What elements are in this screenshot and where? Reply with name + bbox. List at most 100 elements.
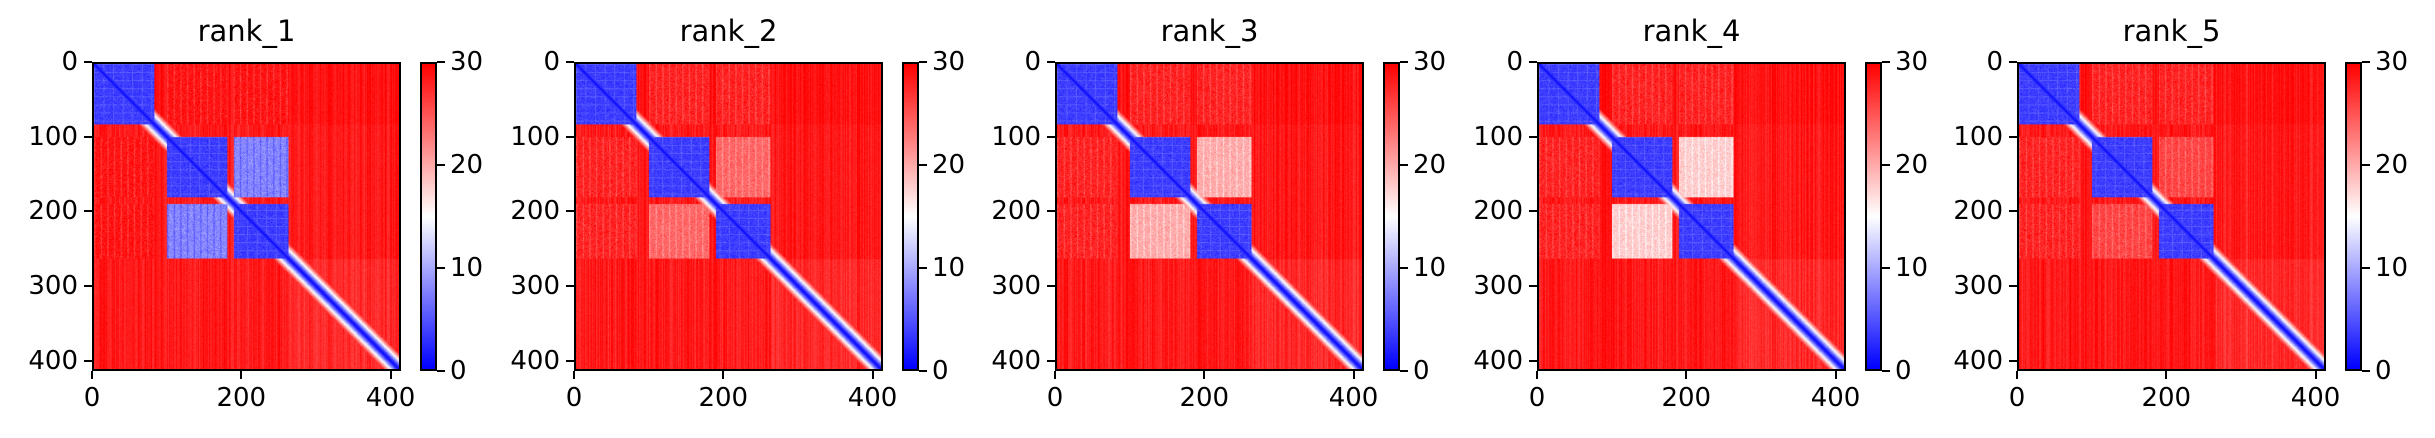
y-tick-mark xyxy=(2009,135,2017,138)
heatmap-panel-rank_2: rank_2 0 100 200 300 400 0 200 400 0 10 20 30 xyxy=(482,0,966,438)
x-tick-label: 0 xyxy=(2008,383,2026,413)
x-tick-label: 200 xyxy=(2141,383,2192,413)
x-tick-mark xyxy=(1834,371,1837,379)
heatmap-panel-rank_5: rank_5 0 100 200 300 400 0 200 400 0 10 20 30 xyxy=(1925,0,2409,438)
panel-title: rank_5 xyxy=(2122,14,2221,48)
y-tick-mark xyxy=(84,284,92,287)
colorbar-tick-mark xyxy=(2362,370,2370,372)
x-tick-mark xyxy=(871,371,874,379)
x-tick-label: 0 xyxy=(565,383,583,413)
colorbar-tick-mark xyxy=(2362,61,2370,63)
x-tick-label: 200 xyxy=(1661,383,1712,413)
pae-heatmap-canvas xyxy=(576,64,881,369)
x-tick-mark xyxy=(722,371,725,379)
y-tick-label: 400 xyxy=(1953,345,2003,376)
y-tick-label: 100 xyxy=(1473,121,1523,152)
y-tick-mark xyxy=(1047,61,1055,63)
heatmap-axes xyxy=(1055,62,1364,371)
colorbar-tick-label: 20 xyxy=(450,150,484,180)
x-tick-label: 200 xyxy=(216,383,267,413)
colorbar-tick-label: 30 xyxy=(450,47,484,77)
y-tick-label: 200 xyxy=(510,196,560,227)
colorbar-tick-label: 0 xyxy=(1895,356,1912,386)
y-tick-mark xyxy=(1047,135,1055,138)
y-tick-mark xyxy=(566,284,574,287)
y-tick-mark xyxy=(84,135,92,138)
x-tick-label: 200 xyxy=(1179,383,1230,413)
colorbar-tick-mark xyxy=(437,267,445,269)
colorbar-tick-mark xyxy=(1882,61,1890,63)
y-tick-mark xyxy=(1047,359,1055,362)
x-tick-label: 400 xyxy=(365,383,416,413)
colorbar-tick-mark xyxy=(1882,267,1890,269)
x-tick-label: 0 xyxy=(1046,383,1064,413)
colorbar-tick-label: 10 xyxy=(1413,253,1447,283)
pae-heatmap-canvas xyxy=(2019,64,2324,369)
colorbar-tick-label: 10 xyxy=(2375,253,2409,283)
x-tick-label: 400 xyxy=(1810,383,1861,413)
y-tick-mark xyxy=(1047,210,1055,213)
colorbar-tick-label: 30 xyxy=(1895,47,1929,77)
colorbar-tick-mark xyxy=(2362,164,2370,166)
colorbar-tick-mark xyxy=(919,370,927,372)
colorbar-tick-label: 0 xyxy=(1413,356,1430,386)
colorbar-tick-label: 20 xyxy=(1895,150,1929,180)
y-tick-label: 100 xyxy=(1953,121,2003,152)
y-tick-label: 100 xyxy=(991,121,1041,152)
colorbar-tick-mark xyxy=(919,164,927,166)
x-tick-mark xyxy=(389,371,392,379)
panel-title: rank_1 xyxy=(197,14,296,48)
x-tick-mark xyxy=(1352,371,1355,379)
y-tick-mark xyxy=(2009,61,2017,63)
x-tick-label: 0 xyxy=(83,383,101,413)
heatmap-axes xyxy=(574,62,883,371)
panel-title: rank_2 xyxy=(679,14,778,48)
x-tick-mark xyxy=(1685,371,1688,379)
heatmap-axes xyxy=(1537,62,1846,371)
colorbar xyxy=(2345,62,2362,371)
y-tick-label: 0 xyxy=(1986,47,2003,77)
y-tick-label: 200 xyxy=(28,196,78,227)
x-tick-mark xyxy=(1054,371,1056,379)
heatmap-panel-rank_1: rank_1 0 100 200 300 400 0 200 400 0 10 20 30 xyxy=(0,0,484,438)
y-tick-mark xyxy=(566,210,574,213)
y-tick-label: 0 xyxy=(1024,47,1041,77)
colorbar-tick-mark xyxy=(2362,267,2370,269)
heatmap-panel-rank_4: rank_4 0 100 200 300 400 0 200 400 0 10 20 30 xyxy=(1445,0,1929,438)
colorbar-tick-mark xyxy=(919,61,927,63)
x-tick-label: 400 xyxy=(2290,383,2341,413)
y-tick-mark xyxy=(84,210,92,213)
y-tick-label: 0 xyxy=(1506,47,1523,77)
colorbar xyxy=(1383,62,1400,371)
heatmap-axes xyxy=(92,62,401,371)
y-tick-label: 200 xyxy=(1473,196,1523,227)
pae-heatmap-canvas xyxy=(1057,64,1362,369)
y-tick-mark xyxy=(2009,210,2017,213)
y-tick-mark xyxy=(566,359,574,362)
colorbar xyxy=(1865,62,1882,371)
colorbar-tick-mark xyxy=(437,370,445,372)
pae-heatmap-canvas xyxy=(1539,64,1844,369)
y-tick-label: 200 xyxy=(1953,196,2003,227)
y-tick-mark xyxy=(566,61,574,63)
colorbar-tick-label: 0 xyxy=(450,356,467,386)
y-tick-label: 300 xyxy=(991,270,1041,301)
colorbar-tick-label: 0 xyxy=(932,356,949,386)
x-tick-mark xyxy=(1536,371,1538,379)
colorbar-tick-mark xyxy=(437,164,445,166)
y-tick-mark xyxy=(84,61,92,63)
y-tick-mark xyxy=(1529,135,1537,138)
y-tick-mark xyxy=(1529,61,1537,63)
colorbar-tick-label: 30 xyxy=(932,47,966,77)
y-tick-label: 200 xyxy=(991,196,1041,227)
y-tick-mark xyxy=(1529,284,1537,287)
colorbar-tick-label: 0 xyxy=(2375,356,2392,386)
x-tick-mark xyxy=(2016,371,2018,379)
heatmap-panel-rank_3: rank_3 0 100 200 300 400 0 200 400 0 10 20 30 xyxy=(963,0,1447,438)
y-tick-mark xyxy=(566,135,574,138)
y-tick-label: 300 xyxy=(1953,270,2003,301)
heatmap-axes xyxy=(2017,62,2326,371)
colorbar-tick-label: 30 xyxy=(2375,47,2409,77)
y-tick-label: 400 xyxy=(510,345,560,376)
x-tick-mark xyxy=(2165,371,2168,379)
